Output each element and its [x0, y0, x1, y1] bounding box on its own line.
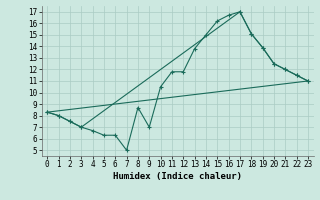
X-axis label: Humidex (Indice chaleur): Humidex (Indice chaleur): [113, 172, 242, 181]
